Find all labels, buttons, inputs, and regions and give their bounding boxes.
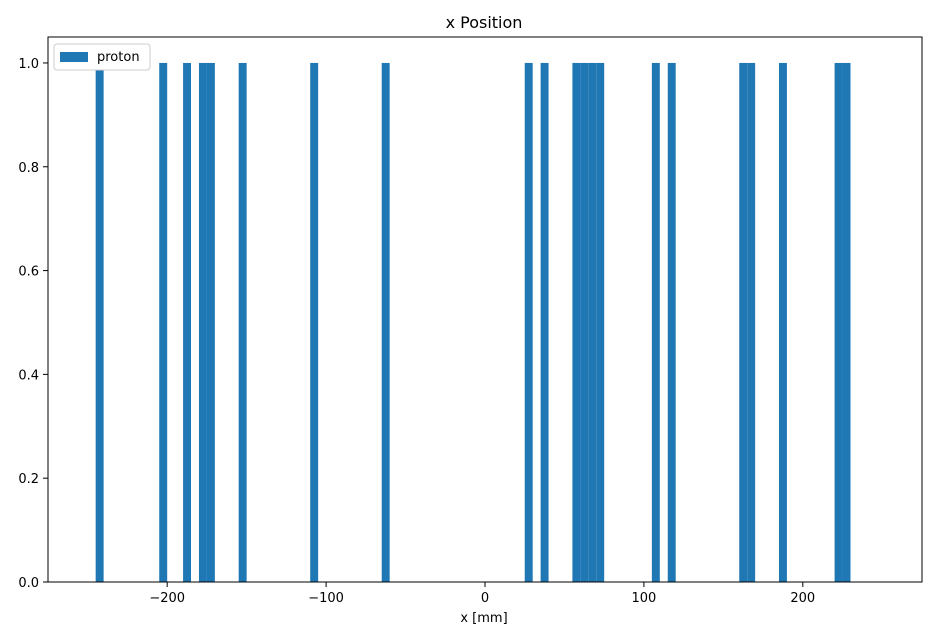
histogram-bar <box>596 62 605 582</box>
histogram-bar <box>183 62 192 582</box>
legend-box <box>53 43 151 71</box>
y-axis-ticks: 0.0 0.2 0.4 0.6 0.8 1.0 <box>18 57 48 591</box>
histogram-bar <box>524 62 533 582</box>
x-tick-label: −100 <box>308 591 344 606</box>
histogram-bar <box>667 62 676 582</box>
histogram-bar <box>238 62 247 582</box>
histogram-bar <box>572 62 581 582</box>
y-tick-label: 0.8 <box>18 161 39 176</box>
histogram-bar <box>95 62 104 582</box>
x-tick-label: 0 <box>481 591 489 606</box>
bars-group <box>95 62 851 582</box>
histogram-bar <box>580 62 589 582</box>
legend: proton <box>53 43 151 71</box>
y-tick-label: 0.6 <box>18 265 39 280</box>
histogram-bar <box>834 62 843 582</box>
histogram-bar <box>739 62 748 582</box>
chart-title: x Position <box>446 13 523 32</box>
histogram-bar <box>310 62 319 582</box>
y-tick-label: 0.2 <box>18 472 39 487</box>
y-tick-label: 1.0 <box>18 57 39 72</box>
x-axis-label: x [mm] <box>460 611 507 626</box>
histogram-bar <box>588 62 597 582</box>
x-tick-label: 200 <box>790 591 815 606</box>
y-tick-label: 0.4 <box>18 368 39 383</box>
y-tick-label: 0.0 <box>18 576 39 591</box>
histogram-bar <box>651 62 660 582</box>
legend-swatch <box>60 52 88 62</box>
x-tick-label: 100 <box>631 591 656 606</box>
x-axis-ticks: −200 −100 0 100 200 <box>149 582 815 606</box>
histogram-bar <box>198 62 207 582</box>
histogram-bar <box>747 62 756 582</box>
histogram-bar <box>778 62 787 582</box>
x-tick-label: −200 <box>149 591 185 606</box>
histogram-bar <box>842 62 851 582</box>
histogram-bar <box>206 62 215 582</box>
histogram-bar <box>540 62 549 582</box>
legend-label: proton <box>97 50 140 65</box>
histogram-bar <box>381 62 390 582</box>
histogram-bar <box>159 62 168 582</box>
